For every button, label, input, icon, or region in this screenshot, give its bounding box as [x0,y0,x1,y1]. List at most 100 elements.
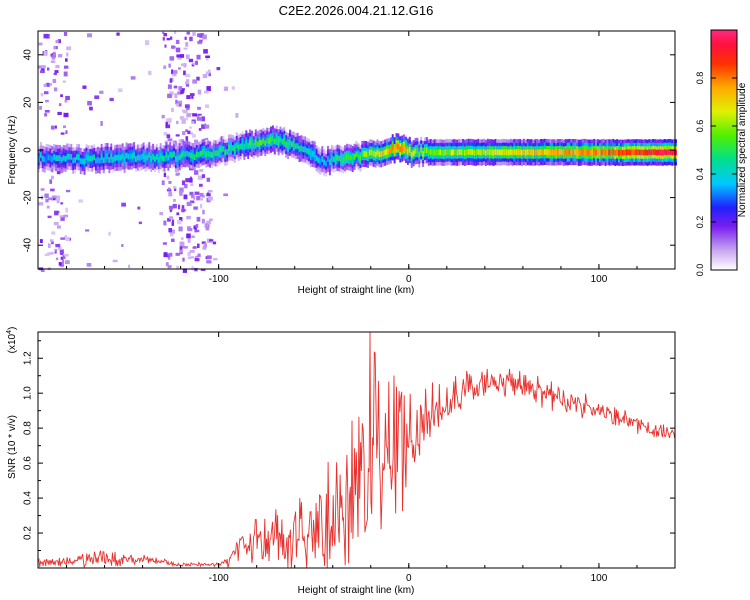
spectrogram-ridge-cell [669,149,672,155]
spectrogram-noise-cell [44,51,47,56]
spectrogram-ridge-cell [637,149,639,156]
spectrogram-ridge-cell [420,147,423,153]
spectrogram-ridge-cell [117,154,120,161]
spectrogram-ridge-cell [530,149,533,156]
spectrogram-noise-cell [164,44,167,48]
spectrogram-ridge-cell [155,154,158,160]
spectrogram-noise-cell [205,71,210,75]
spectrogram-ridge-cell [422,151,425,157]
spectrogram-ridge-cell [344,155,347,162]
spectrogram-noise-cell [163,252,168,258]
spectrogram-ridge-cell [235,142,238,149]
spectrogram-noise-cell [181,205,185,209]
spectrogram-ridge-cell [353,154,356,160]
spectrogram-ridge-cell [661,149,664,156]
spectrogram-noise-cell [190,183,194,187]
spectrogram-noise-cell [130,76,136,80]
spectrogram-ridge-cell [479,149,482,156]
spectrogram-ridge-cell [405,146,407,153]
spectrogram-ridge-cell [249,139,252,146]
spectrogram-ridge-cell [621,150,624,156]
spectrogram-ridge-cell [148,152,151,158]
spectrogram-ridge-cell [83,158,86,165]
spectrogram-noise-cell [190,132,193,135]
spectrogram-ridge-cell [467,149,470,155]
spectrogram-ridge-cell [638,149,641,156]
spectrogram-noise-cell [179,54,185,58]
snr-ytick-label: 0.4 [23,491,34,505]
spectrogram-ridge-cell [287,143,290,149]
spectrogram-ridge-cell [131,153,134,160]
spectrogram-noise-cell [179,217,183,222]
spectrogram-ridge-cell [384,149,387,156]
spectrogram-noise-cell [181,131,186,135]
spectrogram-noise-cell [193,206,198,210]
spectrogram-noise-cell [89,106,93,111]
spectrogram-ridge-cell [509,149,512,155]
spectrogram-noise-cell [223,86,229,91]
spectrogram-noise-cell [168,228,173,233]
spectrogram-ridge-cell [270,136,272,143]
spectrogram-noise-cell [173,187,177,191]
spectrogram-noise-cell [195,229,200,233]
snr-xlabel: Height of straight line (km) [298,585,415,596]
spectrogram-ridge-cell [591,149,594,156]
spectrogram-noise-cell [202,74,208,79]
snr-scale-suffix: ) [7,327,18,330]
spectrogram-ridge-cell [484,150,487,156]
spectrogram-ridge-cell [663,149,666,155]
spectrogram-ridge-cell [258,140,261,146]
spectrogram-ridge-cell [458,149,461,155]
spectrogram-noise-cell [63,32,68,36]
spectrogram-ridge-cell [389,147,392,154]
spectrogram-ridge-cell [452,149,455,156]
spectrogram-ridge-cell [469,149,472,155]
spectrogram-noise-cell [183,70,186,76]
spectrogram-ridge-cell [146,154,149,161]
spectrogram-ytick-label: -40 [23,238,34,253]
spectrogram-ridge-cell [332,156,335,163]
spectrogram-ridge-cell [540,149,542,155]
spectrogram-ridge-cell [72,157,75,164]
spectrogram-ridge-cell [41,155,44,162]
spectrogram-ridge-cell [372,150,375,157]
spectrogram-ridge-cell [528,149,531,156]
spectrogram-ridge-cell [519,149,522,155]
spectrogram-noise-cell [181,180,186,186]
spectrogram-noise-cell [166,134,171,139]
spectrogram-ridge-cell [281,138,284,145]
snr-ytick-label: 0.6 [23,456,34,470]
spectrogram-ridge-cell [144,155,147,162]
spectrogram-ridge-cell [378,151,381,157]
spectrogram-ridge-cell [640,149,643,156]
spectrogram-noise-cell [108,231,111,236]
spectrogram-noise-cell [175,47,181,53]
spectrogram-noise-cell [170,36,173,40]
spectrogram-noise-cell [166,175,170,180]
spectrogram-noise-cell [192,32,196,36]
colorbar-frame [710,29,738,271]
spectrogram-ridge-cell [625,149,628,156]
spectrogram-ridge-cell [547,149,550,156]
spectrogram-ridge-cell [201,149,204,156]
spectrogram-noise-cell [169,232,174,237]
spectrogram-ridge-cell [239,143,242,150]
spectrogram-ridge-cell [524,149,527,156]
spectrogram-ticks: -100 0 100 -40 -20 0 20 40 [23,31,676,285]
colorbar-tick-label: 0.6 [695,120,705,133]
spectrogram-noise-cell [167,218,171,222]
spectrogram-noise-cell [82,85,87,89]
spectrogram-noise-cell [180,90,184,95]
spectrogram-ridge-cell [197,152,200,158]
spectrogram-noise-cell [206,86,211,92]
spectrogram-ridge-cell [283,137,286,144]
spectrogram-ridge-cell [576,149,579,156]
spectrogram-noise-cell [194,191,200,195]
spectrogram-ridge-cell [536,149,539,155]
spectrogram-noise-cell [173,185,177,189]
spectrogram-ridge-cell [450,149,453,156]
spectrogram-noise-cell [189,36,193,42]
spectrogram-ridge-cell [435,149,438,156]
spectrogram-noise-cell [50,252,54,255]
spectrogram-noise-cell [65,130,68,134]
